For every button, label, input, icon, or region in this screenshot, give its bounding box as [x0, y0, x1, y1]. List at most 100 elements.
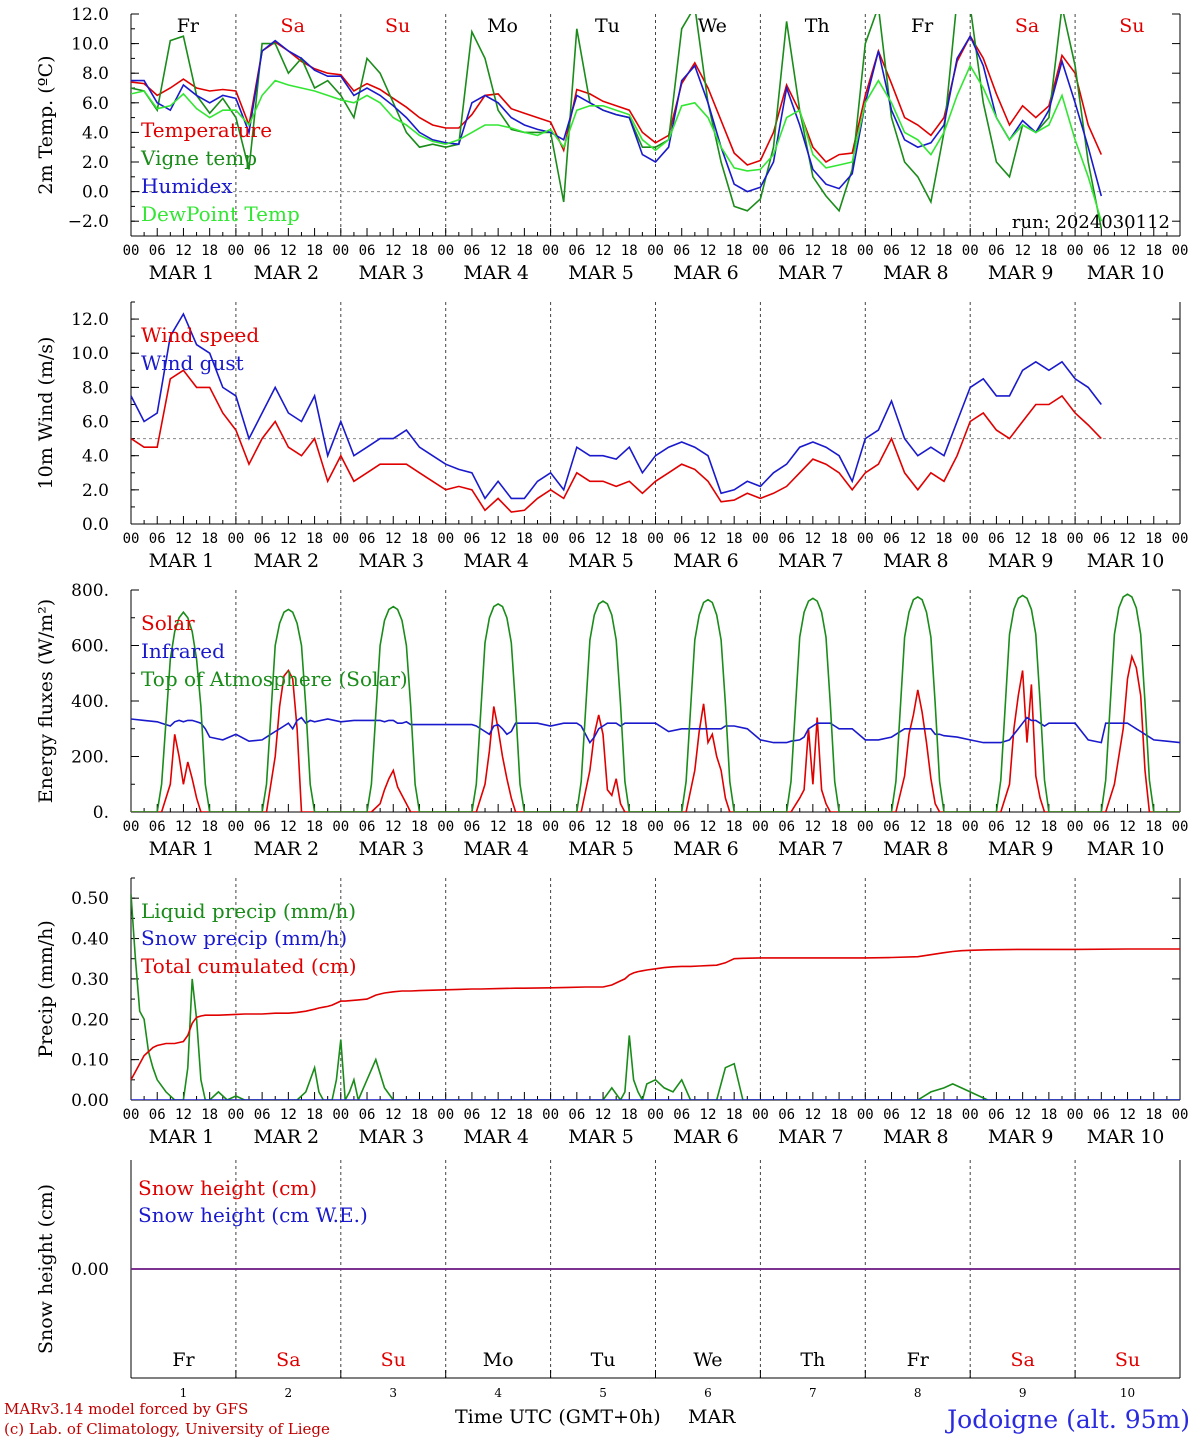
y-tick-label: 0.40 [71, 930, 109, 950]
x-hour-label: 00 [227, 819, 244, 835]
y-tick-label: 600. [71, 637, 109, 657]
footer-model: MARv3.14 model forced by GFS [4, 1400, 248, 1418]
x-hour-label: 06 [254, 531, 271, 547]
series-line [131, 894, 1180, 1100]
x-date-label: MAR 6 [673, 550, 739, 572]
x-hour-label: 00 [647, 819, 664, 835]
x-date-label: MAR 1 [149, 1126, 215, 1148]
x-hour-label: 00 [227, 531, 244, 547]
x-hour-label: 18 [1040, 243, 1057, 259]
y-tick-label: 4.0 [82, 447, 109, 467]
y-tick-label: 0.0 [82, 183, 109, 203]
x-hour-label: 06 [1093, 819, 1110, 835]
x-hour-label: 00 [752, 531, 769, 547]
y-tick-label: 800. [71, 581, 109, 601]
x-hour-label: 12 [804, 243, 821, 259]
x-date-label: MAR 5 [568, 1126, 634, 1148]
x-hour-label: 06 [568, 531, 585, 547]
x-hour-label: 06 [673, 1107, 690, 1123]
x-hour-label: 00 [962, 531, 979, 547]
x-date-label: MAR 5 [568, 262, 634, 284]
y-tick-label: 2.0 [82, 153, 109, 173]
x-hour-label: 00 [1172, 1107, 1189, 1123]
x-date-label: MAR 4 [463, 1126, 529, 1148]
y-tick-label: 12.0 [71, 5, 109, 25]
panel-4: 0.00 0.10 0.20 0.30 0.40 0.50 Precip (mm/h) 00 0… [35, 877, 1189, 1148]
x-hour-label: 00 [542, 819, 559, 835]
x-hour-label: 12 [490, 531, 507, 547]
x-hour-label: 06 [359, 1107, 376, 1123]
x-axis-title: Time UTC (GMT+0h) [455, 1406, 661, 1428]
x-hour-label: 06 [778, 1107, 795, 1123]
y-tick-label: 2.0 [82, 481, 109, 501]
x-hour-label: 06 [149, 243, 166, 259]
x-hour-label: 12 [804, 1107, 821, 1123]
x-hour-label: 06 [883, 243, 900, 259]
x-hour-label: 06 [254, 243, 271, 259]
x-date-label: MAR 2 [254, 1126, 320, 1148]
x-hour-label: 06 [568, 243, 585, 259]
x-hour-label: 06 [359, 819, 376, 835]
y-tick-label: 0. [93, 803, 109, 823]
day-name-label: Th [805, 15, 830, 37]
x-hour-label: 12 [490, 819, 507, 835]
x-hour-label: 06 [778, 243, 795, 259]
x-hour-label: 18 [726, 531, 743, 547]
x-hour-label: 00 [437, 531, 454, 547]
legend-entry: Snow precip (mm/h) [141, 926, 347, 950]
x-hour-label: 06 [254, 819, 271, 835]
run-label: run: 2024030112 [1012, 212, 1170, 233]
x-hour-label: 12 [1119, 531, 1136, 547]
x-hour-label: 18 [831, 1107, 848, 1123]
x-date-label: MAR 2 [254, 838, 320, 860]
x-hour-label: 12 [385, 1107, 402, 1123]
x-date-label: MAR 3 [358, 1126, 424, 1148]
x-hour-label: 18 [306, 1107, 323, 1123]
x-hour-label: 18 [621, 531, 638, 547]
x-hour-label: 18 [1145, 531, 1162, 547]
x-hour-label: 12 [1119, 1107, 1136, 1123]
series-line [131, 34, 1103, 197]
x-hour-label: 18 [306, 243, 323, 259]
x-hour-label: 00 [752, 1107, 769, 1123]
y-tick-label: 0.0 [82, 515, 109, 535]
x-date-label: MAR 8 [883, 550, 949, 572]
x-date-label: MAR 2 [254, 262, 320, 284]
day-name-label: Mo [487, 15, 518, 37]
x-hour-label: 00 [752, 819, 769, 835]
x-hour-label: 06 [1093, 1107, 1110, 1123]
legend-entry: Humidex [141, 174, 233, 198]
x-hour-label: 00 [1172, 243, 1189, 259]
legend-entry: DewPoint Temp [141, 202, 300, 226]
x-hour-label: 12 [175, 531, 192, 547]
x-hour-label: 12 [175, 1107, 192, 1123]
x-hour-label: 00 [962, 819, 979, 835]
series-line [131, 716, 1180, 745]
x-hour-label: 00 [123, 531, 140, 547]
day-name-label: Fr [177, 15, 200, 37]
x-date-label: MAR 1 [149, 838, 215, 860]
x-date-label: MAR 1 [149, 550, 215, 572]
y-tick-label: 0.30 [71, 970, 109, 990]
x-hour-label: 18 [1040, 1107, 1057, 1123]
legend-entry: Wind gust [141, 351, 244, 375]
x-date-label: MAR 8 [883, 262, 949, 284]
x-hour-label: 18 [621, 243, 638, 259]
x-day-number: 4 [494, 1386, 502, 1400]
x-hour-label: 12 [804, 531, 821, 547]
x-hour-label: 00 [437, 243, 454, 259]
x-hour-label: 18 [1145, 243, 1162, 259]
legend-entry: Wind speed [141, 323, 259, 347]
x-date-label: MAR 9 [988, 550, 1054, 572]
x-hour-label: 12 [385, 819, 402, 835]
x-hour-label: 06 [988, 243, 1005, 259]
x-hour-label: 06 [988, 1107, 1005, 1123]
x-hour-label: 18 [411, 243, 428, 259]
x-date-label: MAR 9 [988, 262, 1054, 284]
x-hour-label: 12 [804, 819, 821, 835]
x-hour-label: 12 [700, 243, 717, 259]
y-tick-label: 6.0 [82, 413, 109, 433]
x-hour-label: 00 [1067, 1107, 1084, 1123]
x-hour-label: 18 [621, 1107, 638, 1123]
x-hour-label: 00 [542, 243, 559, 259]
